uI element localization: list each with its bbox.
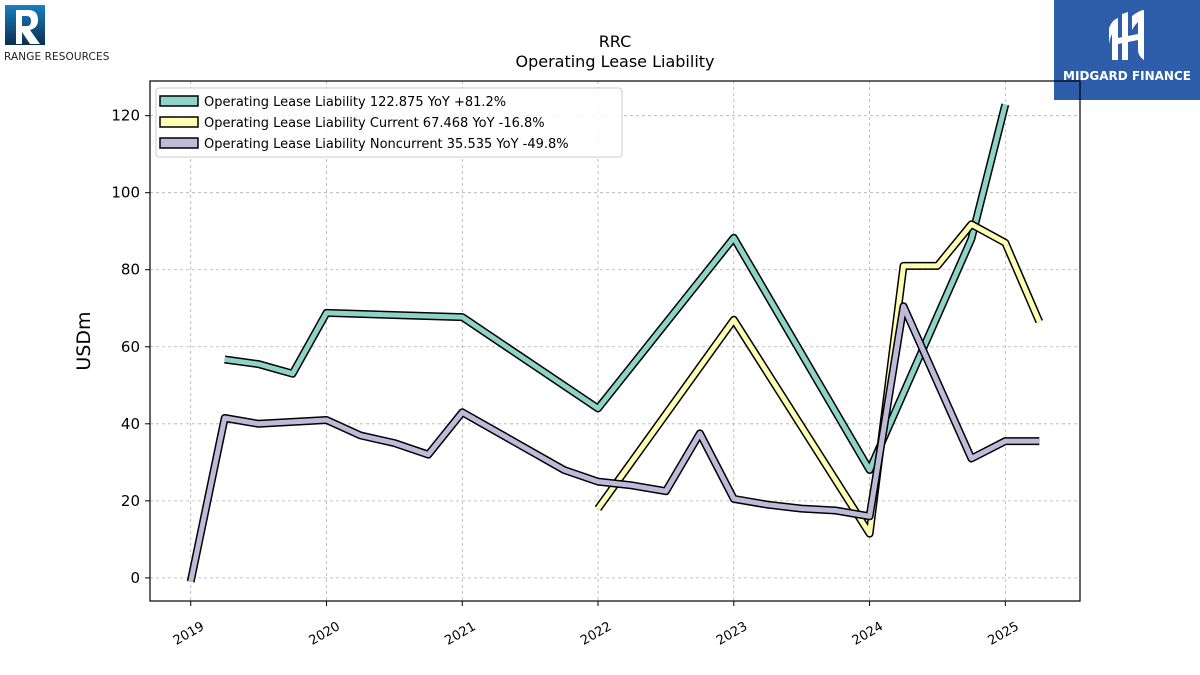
legend-swatch-2 xyxy=(159,116,199,128)
legend-swatch-3 xyxy=(159,137,199,149)
x-tick-label: 2020 xyxy=(307,619,343,649)
legend-label-3: Operating Lease Liability Noncurrent 35.… xyxy=(204,137,569,152)
x-tick-label: 2021 xyxy=(442,619,478,649)
y-tick-label: 80 xyxy=(121,261,140,279)
y-tick-label: 0 xyxy=(130,569,140,587)
legend-swatch-1 xyxy=(159,95,199,107)
y-tick-label: 20 xyxy=(121,492,140,510)
series-line-2 xyxy=(595,221,1042,537)
x-tick-label: 2024 xyxy=(850,619,886,649)
range-resources-logo: RANGE RESOURCES xyxy=(4,4,124,66)
midgard-finance-logo: MIDGARD FINANCE xyxy=(1054,0,1200,100)
y-tick-label: 100 xyxy=(111,184,140,202)
x-tick-label: 2019 xyxy=(171,619,207,649)
x-tick-label: 2022 xyxy=(578,619,614,649)
y-axis-label: USDm xyxy=(73,311,95,370)
y-tick-label: 120 xyxy=(111,107,140,125)
legend-label-2: Operating Lease Liability Current 67.468… xyxy=(204,116,545,131)
series-line-outline-3 xyxy=(186,302,1040,583)
brand-right-name: MIDGARD FINANCE xyxy=(1063,69,1191,83)
brand-left-name: RANGE RESOURCES xyxy=(4,51,110,63)
x-tick-label: 2025 xyxy=(985,619,1021,649)
plot-frame xyxy=(149,80,1081,602)
y-tick-label: 60 xyxy=(121,338,140,356)
x-tick-label: 2023 xyxy=(714,619,750,649)
legend: Operating Lease Liability 122.875 YoY +8… xyxy=(155,87,623,158)
midgard-finance-logo-icon xyxy=(1109,10,1144,60)
legend-label-1: Operating Lease Liability 122.875 YoY +8… xyxy=(204,95,506,110)
series-line-1 xyxy=(224,103,1008,473)
y-tick-label: 40 xyxy=(121,415,140,433)
chart-subtitle: Operating Lease Liability xyxy=(515,52,715,71)
series-line-3 xyxy=(188,303,1040,583)
chart-title: RRC xyxy=(598,32,632,51)
range-resources-r-logo-icon xyxy=(5,5,45,45)
legend-box xyxy=(155,87,623,158)
